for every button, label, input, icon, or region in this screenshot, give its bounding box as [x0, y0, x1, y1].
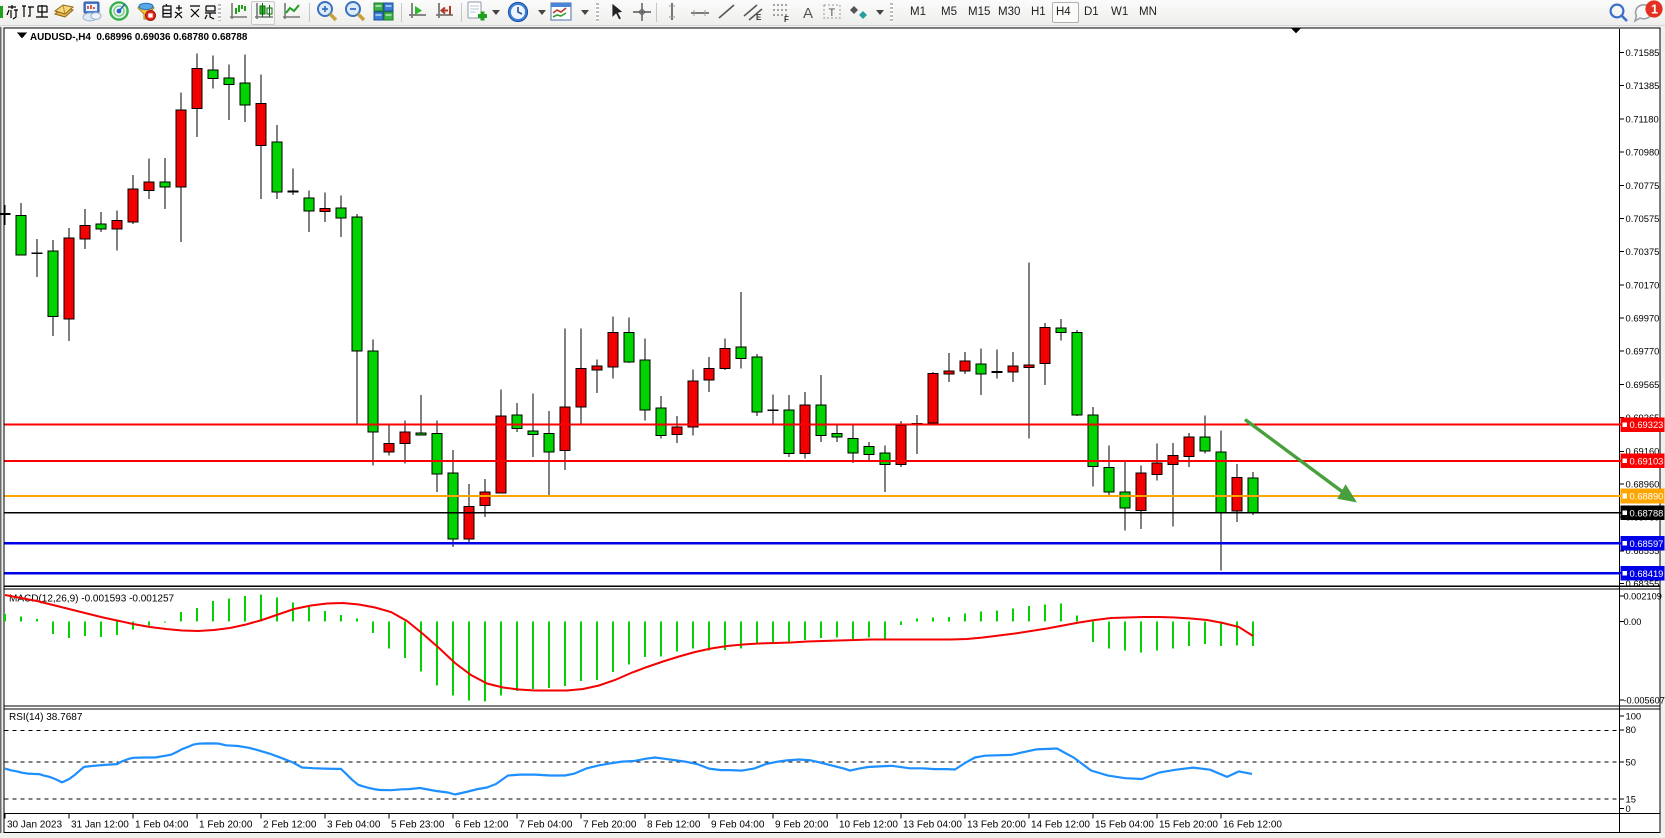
- svg-text:1: 1: [1651, 3, 1658, 17]
- svg-text:0.69323: 0.69323: [1630, 419, 1664, 430]
- svg-text:0.68597: 0.68597: [1630, 538, 1664, 549]
- svg-text:13 Feb 04:00: 13 Feb 04:00: [903, 820, 962, 831]
- svg-text:0.68355: 0.68355: [1626, 578, 1660, 589]
- svg-text:15: 15: [1626, 793, 1636, 804]
- svg-text:7 Feb 20:00: 7 Feb 20:00: [583, 820, 637, 831]
- svg-text:0.00: 0.00: [1624, 617, 1642, 627]
- svg-text:0.70170: 0.70170: [1626, 280, 1660, 291]
- svg-text:1 Feb 20:00: 1 Feb 20:00: [199, 820, 253, 831]
- svg-text:2 Feb 12:00: 2 Feb 12:00: [263, 820, 317, 831]
- svg-text:0: 0: [1626, 803, 1631, 814]
- svg-text:80: 80: [1626, 724, 1636, 735]
- svg-text:0.70980: 0.70980: [1626, 146, 1660, 157]
- svg-text:0.70775: 0.70775: [1626, 180, 1660, 191]
- svg-text:8 Feb 12:00: 8 Feb 12:00: [647, 820, 701, 831]
- svg-text:0.002109: 0.002109: [1624, 592, 1662, 602]
- svg-text:0.69970: 0.69970: [1626, 313, 1660, 324]
- svg-text:31 Jan 12:00: 31 Jan 12:00: [71, 820, 129, 831]
- svg-text:5 Feb 23:00: 5 Feb 23:00: [391, 820, 445, 831]
- svg-text:3 Feb 04:00: 3 Feb 04:00: [327, 820, 381, 831]
- svg-text:0.68555: 0.68555: [1626, 545, 1660, 556]
- svg-text:6 Feb 12:00: 6 Feb 12:00: [455, 820, 509, 831]
- svg-text:A: A: [803, 5, 813, 22]
- svg-text:0.69160: 0.69160: [1626, 446, 1660, 457]
- svg-text:7 Feb 04:00: 7 Feb 04:00: [519, 820, 573, 831]
- svg-text:0.71385: 0.71385: [1626, 80, 1660, 91]
- svg-text:E: E: [756, 13, 762, 22]
- svg-text:AUDUSD-,H4 0.68996 0.69036 0.: AUDUSD-,H4 0.68996 0.69036 0.68780 0.687…: [30, 32, 248, 43]
- svg-text:0.68788: 0.68788: [1630, 507, 1664, 518]
- svg-text:0.68960: 0.68960: [1626, 479, 1660, 490]
- svg-text:9 Feb 04:00: 9 Feb 04:00: [711, 820, 765, 831]
- svg-text:15 Feb 04:00: 15 Feb 04:00: [1095, 820, 1154, 831]
- svg-text:1 Feb 04:00: 1 Feb 04:00: [135, 820, 189, 831]
- svg-text:13 Feb 20:00: 13 Feb 20:00: [967, 820, 1026, 831]
- svg-text:0.69103: 0.69103: [1630, 456, 1664, 467]
- svg-text:0.70575: 0.70575: [1626, 213, 1660, 224]
- svg-text:-0.005607: -0.005607: [1624, 696, 1665, 706]
- svg-text:16 Feb 12:00: 16 Feb 12:00: [1223, 820, 1282, 831]
- svg-text:MACD(12,26,9) -0.001593 -0.001: MACD(12,26,9) -0.001593 -0.001257: [9, 594, 175, 605]
- svg-text:RSI(14) 38.7687: RSI(14) 38.7687: [9, 712, 83, 723]
- svg-text:0.68419: 0.68419: [1630, 568, 1664, 579]
- svg-text:30 Jan 2023: 30 Jan 2023: [7, 820, 62, 831]
- svg-text:15 Feb 20:00: 15 Feb 20:00: [1159, 820, 1218, 831]
- svg-text:50: 50: [1626, 756, 1636, 767]
- svg-text:0.69565: 0.69565: [1626, 379, 1660, 390]
- svg-text:T: T: [829, 7, 836, 19]
- svg-text:0.71180: 0.71180: [1626, 114, 1659, 125]
- svg-text:14 Feb 12:00: 14 Feb 12:00: [1031, 820, 1090, 831]
- svg-text:0.68890: 0.68890: [1630, 491, 1664, 502]
- svg-text:9 Feb 20:00: 9 Feb 20:00: [775, 820, 829, 831]
- svg-text:10 Feb 12:00: 10 Feb 12:00: [839, 820, 898, 831]
- svg-text:F: F: [784, 15, 789, 24]
- svg-text:100: 100: [1626, 710, 1642, 721]
- svg-text:0.71585: 0.71585: [1626, 47, 1660, 58]
- svg-text:0.69770: 0.69770: [1626, 345, 1660, 356]
- svg-text:0.70375: 0.70375: [1626, 246, 1660, 257]
